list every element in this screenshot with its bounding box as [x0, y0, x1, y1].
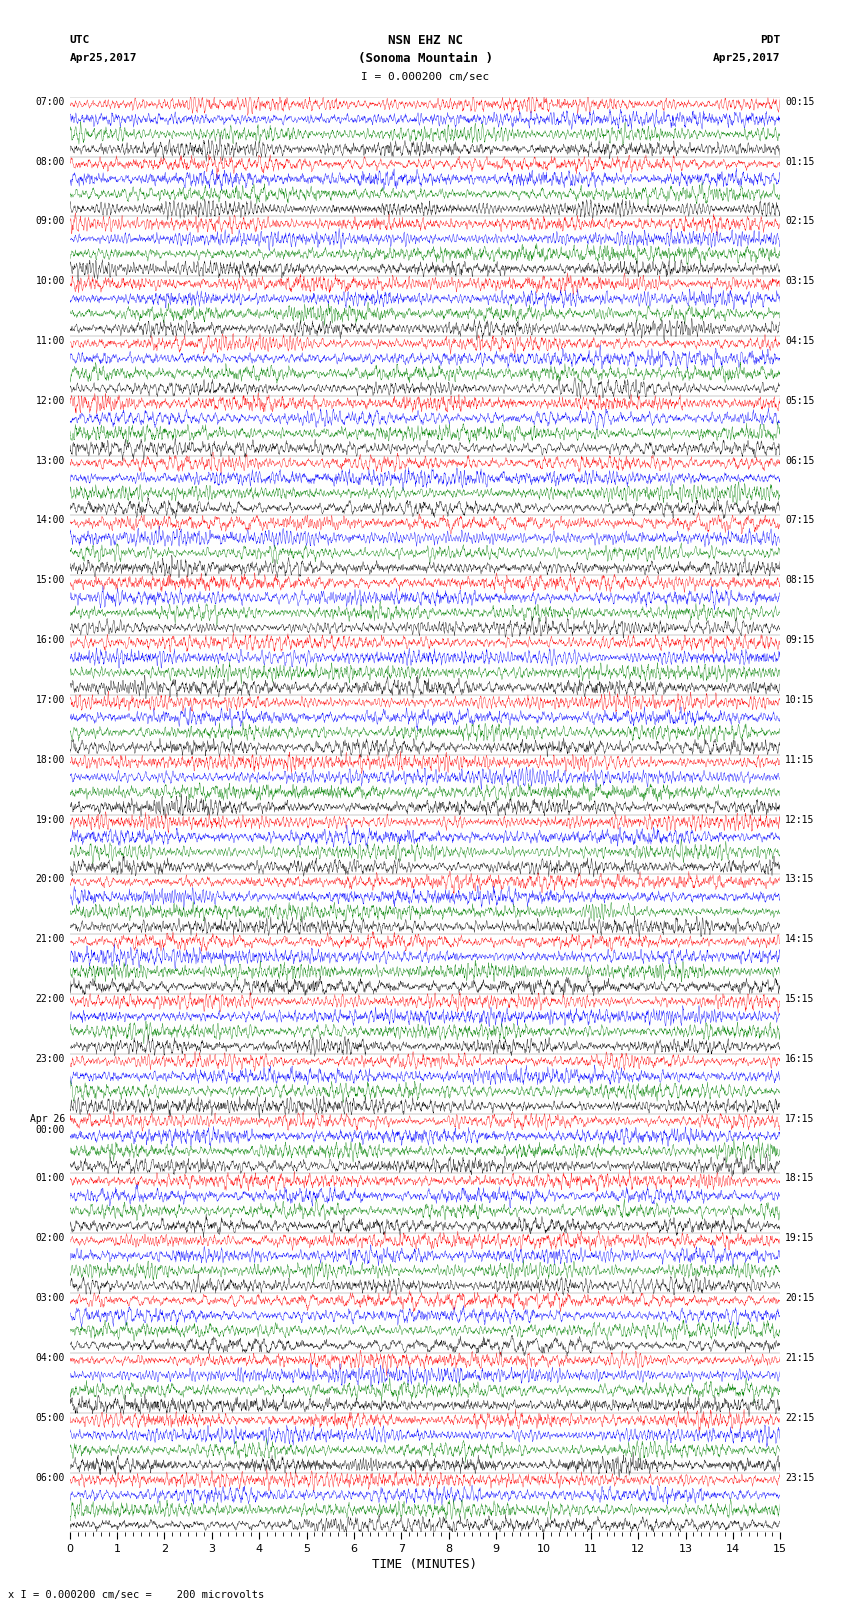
Text: Apr25,2017: Apr25,2017	[713, 53, 780, 63]
Text: PDT: PDT	[760, 35, 780, 45]
Text: UTC: UTC	[70, 35, 90, 45]
X-axis label: TIME (MINUTES): TIME (MINUTES)	[372, 1558, 478, 1571]
Text: (Sonoma Mountain ): (Sonoma Mountain )	[358, 52, 492, 65]
Text: x I = 0.000200 cm/sec =    200 microvolts: x I = 0.000200 cm/sec = 200 microvolts	[8, 1590, 264, 1600]
Text: I = 0.000200 cm/sec: I = 0.000200 cm/sec	[361, 73, 489, 82]
Text: NSN EHZ NC: NSN EHZ NC	[388, 34, 462, 47]
Text: Apr25,2017: Apr25,2017	[70, 53, 137, 63]
